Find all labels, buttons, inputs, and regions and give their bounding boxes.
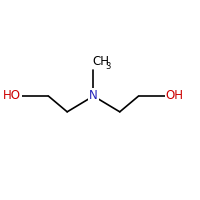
Text: OH: OH	[166, 89, 184, 102]
Text: CH: CH	[93, 55, 110, 68]
Text: N: N	[89, 89, 98, 102]
Text: HO: HO	[3, 89, 21, 102]
Text: 3: 3	[106, 62, 111, 71]
